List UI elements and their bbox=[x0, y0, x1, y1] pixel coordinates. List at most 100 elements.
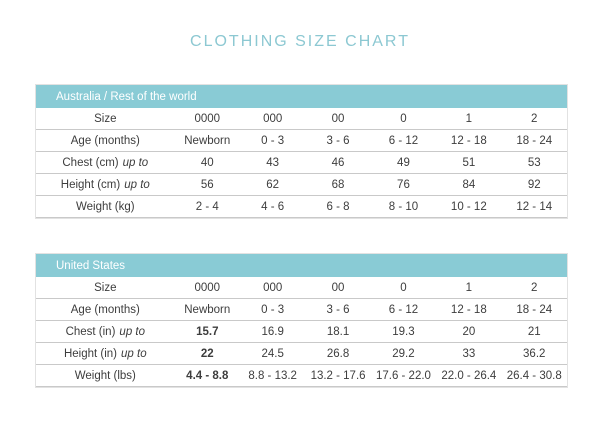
cell-value: 4 - 6 bbox=[261, 200, 285, 213]
table-row: Chest (cm) up to 40 43 46 49 51 53 bbox=[36, 152, 567, 174]
row-label-text: Height (cm) bbox=[60, 178, 121, 191]
cell-value: 3 - 6 bbox=[326, 134, 350, 147]
cell-value: 13.2 - 17.6 bbox=[310, 369, 366, 382]
row-label-text: Chest (cm) bbox=[62, 156, 119, 169]
cell-value: 00 bbox=[331, 112, 345, 125]
cell-value: 6 - 12 bbox=[388, 303, 419, 316]
cell-value: 26.4 - 30.8 bbox=[506, 369, 562, 382]
cell-value: 56 bbox=[200, 178, 214, 191]
row-label-text: Size bbox=[94, 112, 117, 125]
row-label-suffix: up to bbox=[119, 325, 145, 338]
row-label: Chest (cm) up to bbox=[36, 157, 175, 169]
cell-value: 43 bbox=[266, 156, 280, 169]
cell-value: 12 - 18 bbox=[450, 134, 487, 147]
table-name: Australia / Rest of the world bbox=[56, 90, 197, 103]
cell-value: 62 bbox=[266, 178, 280, 191]
row-label-suffix: up to bbox=[122, 156, 149, 169]
cell-value: 26.8 bbox=[326, 347, 350, 360]
cell-value: 1 bbox=[465, 112, 473, 125]
cell-value: 4.4 - 8.8 bbox=[186, 369, 229, 382]
row-label: Weight (kg) bbox=[36, 201, 175, 213]
row-label: Height (cm) up to bbox=[36, 179, 175, 191]
table-name: United States bbox=[56, 259, 126, 272]
cell-value: 000 bbox=[263, 112, 283, 125]
table-row: Height (cm) up to 56 62 68 76 84 92 bbox=[36, 174, 567, 196]
cell-value: 49 bbox=[397, 156, 410, 169]
table-row: Age (months) Newborn 0 - 3 3 - 6 6 - 12 12 - … bbox=[36, 299, 567, 321]
cell-value: 12 - 18 bbox=[450, 303, 487, 316]
row-label: Height (in) up to bbox=[36, 348, 175, 360]
cell-value: 22.0 - 26.4 bbox=[441, 369, 497, 382]
cell-value: 6 - 8 bbox=[326, 200, 350, 213]
table-row: Weight (kg) 2 - 4 4 - 6 6 - 8 8 - 10 10 - 12 1… bbox=[36, 196, 567, 218]
cell-value: 46 bbox=[331, 156, 345, 169]
table-row: Size 0000 000 00 0 1 2 bbox=[36, 108, 567, 130]
page-title: CLOTHING SIZE CHART bbox=[190, 33, 410, 50]
row-label-text: Chest (in) bbox=[65, 325, 116, 338]
row-label-suffix: up to bbox=[121, 347, 147, 360]
table-row: Height (in) up to 22 24.5 26.8 29.2 33 36.2 bbox=[36, 343, 567, 365]
cell-value: 68 bbox=[331, 178, 345, 191]
table-rows: Size 0000 000 00 0 1 2 Age (months) Newborn 0 - 3… bbox=[36, 108, 567, 218]
cell-value: 20 bbox=[462, 325, 476, 338]
cell-value: 51 bbox=[462, 156, 476, 169]
row-label-text: Age (months) bbox=[70, 303, 140, 316]
row-label: Size bbox=[36, 282, 175, 294]
cell-value: 8.8 - 13.2 bbox=[248, 369, 297, 382]
cell-value: 2 - 4 bbox=[195, 200, 219, 213]
cell-value: 0 bbox=[400, 112, 407, 125]
row-label: Chest (in) up to bbox=[36, 326, 175, 338]
cell-value: 0000 bbox=[194, 281, 221, 294]
cell-value: 0 - 3 bbox=[261, 303, 285, 316]
row-label-text: Size bbox=[94, 281, 117, 294]
cell-value: 18 - 24 bbox=[516, 303, 553, 316]
cell-value: 36.2 bbox=[523, 347, 546, 360]
cell-value: 15.7 bbox=[196, 325, 219, 338]
cell-value: 2 bbox=[531, 281, 538, 294]
cell-value: 8 - 10 bbox=[388, 200, 419, 213]
cell-value: 24.5 bbox=[261, 347, 284, 360]
row-label: Age (months) bbox=[36, 304, 175, 316]
row-label: Weight (lbs) bbox=[36, 370, 175, 382]
cell-value: 18.1 bbox=[326, 325, 350, 338]
cell-value: 19.3 bbox=[392, 325, 415, 338]
table-rows: Size 0000 000 00 0 1 2 Age (months) Newborn 0 - 3… bbox=[36, 277, 567, 387]
table-header-band: United States bbox=[36, 254, 567, 277]
row-label-suffix: up to bbox=[124, 178, 150, 191]
size-table-united-states: United States Size 0000 000 00 0 1 2 Age (month… bbox=[35, 253, 568, 388]
cell-value: 3 - 6 bbox=[326, 303, 350, 316]
cell-value: 2 bbox=[531, 112, 538, 125]
row-label: Size bbox=[36, 113, 175, 125]
cell-value: 76 bbox=[397, 178, 410, 191]
cell-value: 22 bbox=[200, 347, 214, 360]
cell-value: 18 - 24 bbox=[516, 134, 553, 147]
table-row: Size 0000 000 00 0 1 2 bbox=[36, 277, 567, 299]
row-label: Age (months) bbox=[36, 135, 175, 147]
cell-value: 17.6 - 22.0 bbox=[375, 369, 431, 382]
cell-value: 53 bbox=[527, 156, 541, 169]
table-row: Chest (in) up to 15.7 16.9 18.1 19.3 20 21 bbox=[36, 321, 567, 343]
cell-value: 0 bbox=[400, 281, 407, 294]
table-row: Weight (lbs) 4.4 - 8.8 8.8 - 13.2 13.2 - 17… bbox=[36, 365, 567, 387]
table-row: Age (months) Newborn 0 - 3 3 - 6 6 - 12 12 - … bbox=[36, 130, 567, 152]
cell-value: 33 bbox=[462, 347, 476, 360]
table-header-band: Australia / Rest of the world bbox=[36, 85, 567, 108]
cell-value: 92 bbox=[527, 178, 541, 191]
cell-value: Newborn bbox=[184, 303, 231, 316]
cell-value: 00 bbox=[331, 281, 345, 294]
cell-value: Newborn bbox=[184, 134, 231, 147]
cell-value: 6 - 12 bbox=[388, 134, 419, 147]
cell-value: 21 bbox=[527, 325, 541, 338]
cell-value: 40 bbox=[200, 156, 214, 169]
row-label-text: Weight (kg) bbox=[75, 200, 135, 213]
cell-value: 84 bbox=[462, 178, 476, 191]
size-table-australia: Australia / Rest of the world Size 0000 00… bbox=[35, 84, 568, 219]
cell-value: 10 - 12 bbox=[450, 200, 487, 213]
cell-value: 12 - 14 bbox=[516, 200, 553, 213]
cell-value: 1 bbox=[465, 281, 473, 294]
cell-value: 29.2 bbox=[392, 347, 415, 360]
cell-value: 0000 bbox=[194, 112, 221, 125]
row-label-text: Height (in) bbox=[63, 347, 118, 360]
cell-value: 0 - 3 bbox=[261, 134, 285, 147]
